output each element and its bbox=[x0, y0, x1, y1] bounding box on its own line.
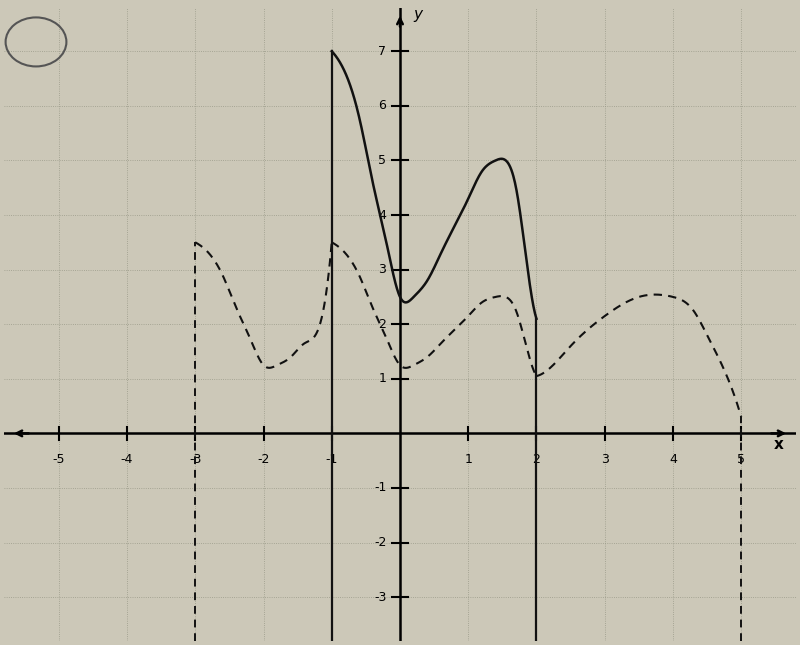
Text: -3: -3 bbox=[374, 591, 386, 604]
Text: 1: 1 bbox=[378, 372, 386, 385]
Text: x: x bbox=[774, 437, 784, 451]
Text: -2: -2 bbox=[258, 453, 270, 466]
Text: 7: 7 bbox=[378, 45, 386, 58]
Text: -1: -1 bbox=[326, 453, 338, 466]
Text: -3: -3 bbox=[189, 453, 202, 466]
Text: y: y bbox=[414, 6, 422, 21]
Text: -5: -5 bbox=[53, 453, 65, 466]
Text: -4: -4 bbox=[121, 453, 133, 466]
Text: 3: 3 bbox=[378, 263, 386, 276]
Text: -1: -1 bbox=[374, 481, 386, 495]
Text: 2: 2 bbox=[533, 453, 541, 466]
Text: 6: 6 bbox=[378, 99, 386, 112]
Text: 4: 4 bbox=[378, 208, 386, 221]
Text: 1: 1 bbox=[464, 453, 472, 466]
Text: 5: 5 bbox=[378, 154, 386, 167]
Text: 2: 2 bbox=[378, 318, 386, 331]
Text: 5: 5 bbox=[738, 453, 746, 466]
Text: -2: -2 bbox=[374, 536, 386, 549]
Text: 4: 4 bbox=[669, 453, 677, 466]
Text: 3: 3 bbox=[601, 453, 609, 466]
